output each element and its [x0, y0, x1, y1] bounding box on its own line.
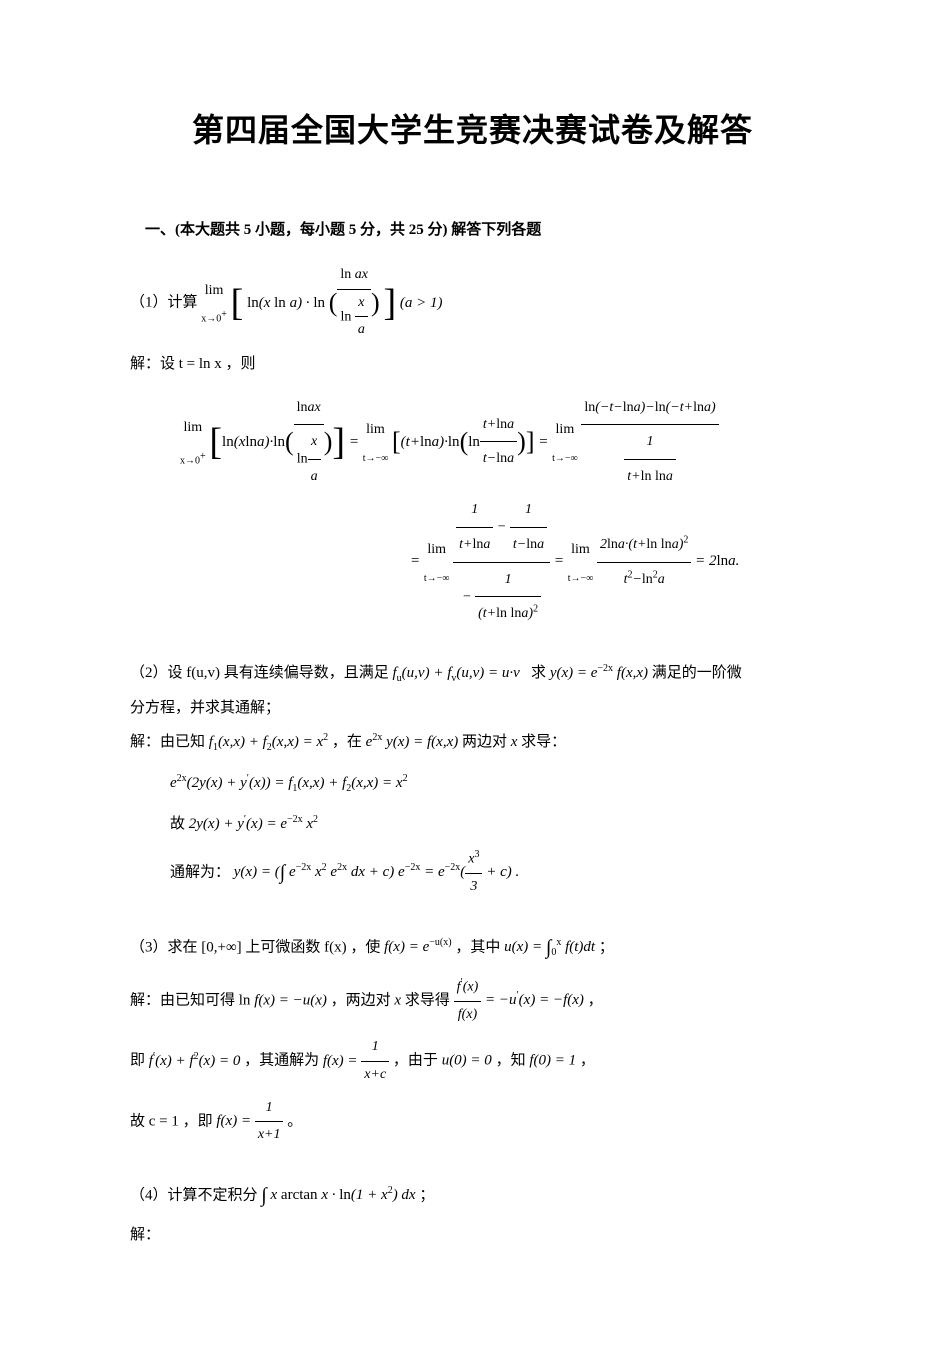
p4-question: （4）计算不定积分 ∫ x arctan x · ln(1 + x2) dx ；	[130, 1177, 815, 1215]
p3-sol3: 故 c = 1 ，即 f(x) = 1x+1 。	[130, 1095, 815, 1149]
p2-sol1a: 解：由已知	[130, 734, 209, 750]
problem-1: （1）计算 limx→0+ [ ln(x ln a) · ln (ln axln…	[130, 262, 815, 630]
p3-s3b: f(x) = 1x+1	[216, 1113, 283, 1129]
problem-2: （2）设 f(u,v) 具有连续偏导数，且满足 fu(u,v) + fv(u,v…	[130, 659, 815, 901]
problem-3: （3）求在 [0,+∞] 上可微函数 f(x) ，使 f(x) = e−u(x)…	[130, 929, 815, 1149]
p1-question: （1）计算 limx→0+ [ ln(x ln a) · ln (ln axln…	[130, 262, 815, 344]
p2-text1a: （2）设 f(u,v) 具有连续偏导数，且满足	[130, 665, 393, 681]
p2-eq3a: 通解为：	[170, 864, 230, 880]
p4-t1c: ；	[419, 1187, 434, 1203]
p3-s2b: f(x) = 1x+c	[323, 1053, 389, 1069]
p3-sol1: 解：由已知可得 ln f(x) = −u(x) ，两边对 x 求导得 f′(x)…	[130, 973, 815, 1029]
p4-t1a: （4）计算不定积分	[130, 1187, 261, 1203]
section-header: 一、(本大题共 5 小题，每小题 5 分，共 25 分) 解答下列各题	[130, 216, 815, 245]
p3-sol2: 即 f′(x) + f2(x) = 0 ，其通解为 f(x) = 1x+c ，由…	[130, 1034, 815, 1088]
p1-main-expr: limx→0+ [ ln(x ln a) · ln (ln axln xa) ]…	[201, 295, 442, 311]
p4-sol-label: 解：	[130, 1221, 815, 1250]
p3-s3a: 故 c = 1 ，即	[130, 1113, 216, 1129]
p3-t1e: ；	[599, 939, 614, 955]
p1-eq-line1: limx→0+ [ln(xlna)·ln(lnaxlnxa)] = limt→−…	[180, 391, 815, 494]
problem-4: （4）计算不定积分 ∫ x arctan x · ln(1 + x2) dx ；…	[130, 1177, 815, 1250]
p1-sol-label: 解：设 t = ln x ，则	[130, 356, 256, 372]
p2-eq2a: 故	[170, 816, 189, 832]
p1-solution-intro: 解：设 t = ln x ，则	[130, 350, 815, 379]
p2-sol-line1: 解：由已知 f1(x,x) + f2(x,x) = x2 ，在 e2x y(x)…	[130, 728, 815, 757]
p3-s3c: 。	[287, 1113, 302, 1129]
p2-eq3b: y(x) = (∫ e−2x x2 e2x dx + c) e−2x = e−2…	[234, 864, 519, 880]
p2-eq3: 通解为： y(x) = (∫ e−2x x2 e2x dx + c) e−2x …	[170, 845, 815, 901]
p3-s1c: ，	[588, 992, 603, 1008]
p2-cond: fu(u,v) + fv(u,v) = u·v	[393, 665, 520, 681]
p3-t1a: （3）求在 [0,+∞] 上可微函数 f(x) ，使	[130, 939, 384, 955]
p1-eq-line2: = limt→−∞ 1t+lna − 1t−lna − 1(t+ln lna)2…	[180, 493, 815, 630]
p2-eq2: 故 2y(x) + y′(x) = e−2x x2	[170, 810, 815, 839]
p1-label: （1）计算	[130, 295, 198, 311]
p3-t1c: ，其中	[455, 939, 504, 955]
p3-s1a: 解：由已知可得	[130, 992, 239, 1008]
p2-sol1b: f1(x,x) + f2(x,x) = x2	[209, 734, 328, 750]
p3-t1b: f(x) = e−u(x)	[384, 939, 451, 955]
p2-eq1: e2x(2y(x) + y′(x)) = f1(x,x) + f2(x,x) =…	[170, 767, 815, 800]
p2-question-line1: （2）设 f(u,v) 具有连续偏导数，且满足 fu(u,v) + fv(u,v…	[130, 659, 815, 688]
p4-t1b: ∫ x arctan x · ln(1 + x2) dx	[261, 1187, 415, 1203]
p1-derivation: limx→0+ [ln(xlna)·ln(lnaxlnxa)] = limt→−…	[130, 391, 815, 631]
p2-eq2b: 2y(x) + y′(x) = e−2x x2	[189, 816, 318, 832]
p3-s1b: f′(x)f(x) = −u′(x) = −f(x)	[454, 992, 584, 1008]
p2-question-line2: 分方程，并求其通解；	[130, 694, 815, 723]
page-title: 第四届全国大学生竞赛决赛试卷及解答	[130, 100, 815, 161]
p3-t1d: u(x) = ∫0x f(t)dt	[504, 939, 595, 955]
p3-question: （3）求在 [0,+∞] 上可微函数 f(x) ，使 f(x) = e−u(x)…	[130, 929, 815, 967]
